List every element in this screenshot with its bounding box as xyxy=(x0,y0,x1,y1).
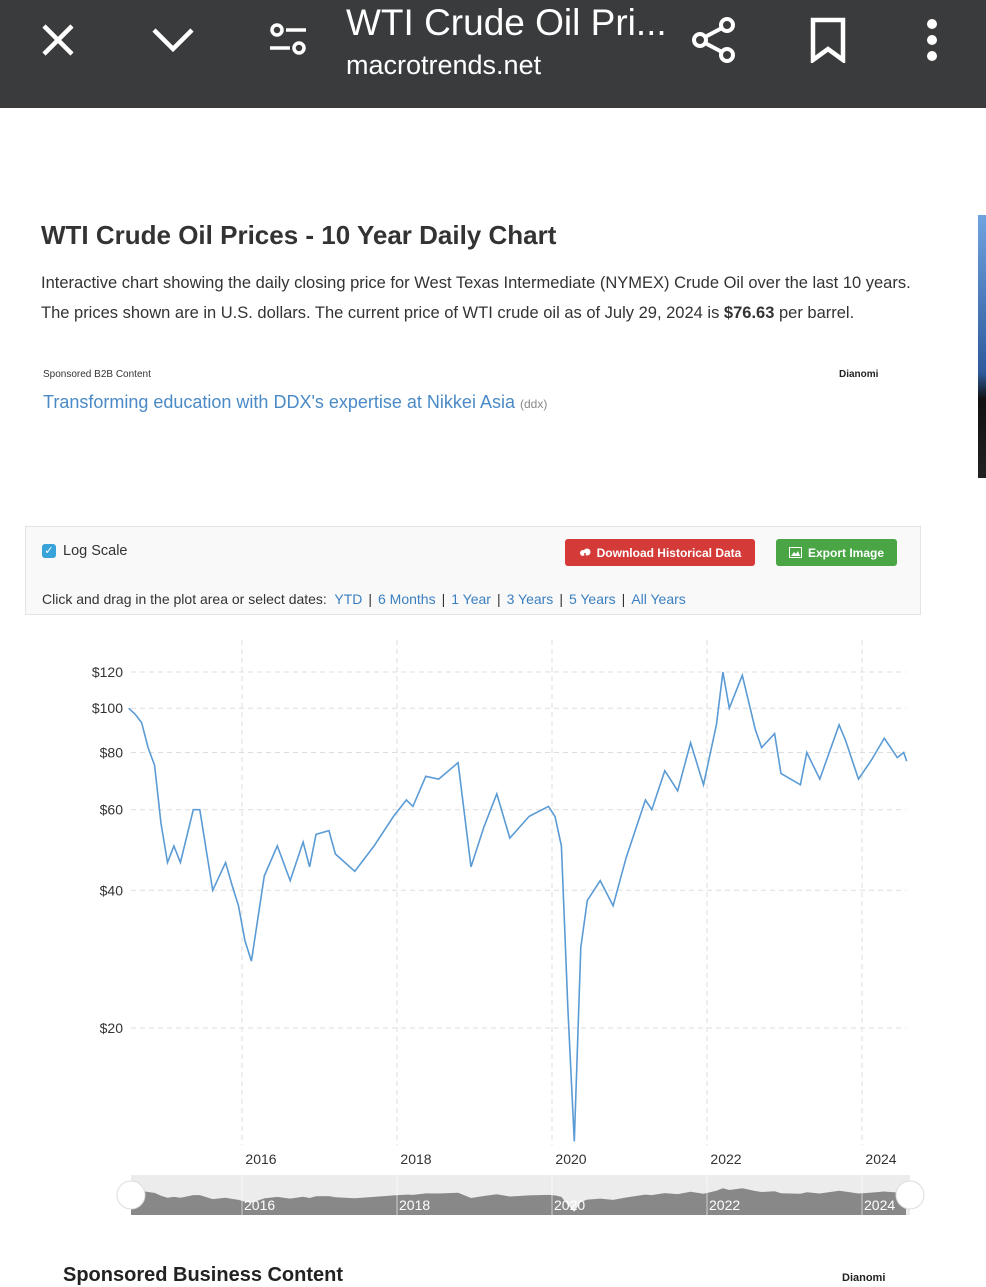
x-tick-label: 2020 xyxy=(555,1151,586,1167)
ad-text: Transforming education with DDX's expert… xyxy=(43,392,515,412)
browser-toolbar: WTI Crude Oil Pri... macrotrends.net xyxy=(0,0,986,108)
sponsored-label: Sponsored B2B Content xyxy=(43,369,151,380)
download-label: Download Historical Data xyxy=(596,545,742,560)
desc-line2-end: per barrel. xyxy=(774,304,855,322)
navigator-label: 2020 xyxy=(554,1197,585,1213)
navigator-label: 2022 xyxy=(709,1197,740,1213)
page-title: WTI Crude Oil Pri... xyxy=(346,2,667,43)
bookmark-icon[interactable] xyxy=(800,14,856,66)
price-line xyxy=(128,671,908,1142)
page-url[interactable]: macrotrends.net xyxy=(346,50,542,80)
navigator[interactable]: 2016 2018 2020 2022 2024 xyxy=(116,1175,925,1215)
settings-sliders-icon[interactable] xyxy=(260,14,316,66)
range-ytd[interactable]: YTD xyxy=(334,591,363,607)
current-price: $76.63 xyxy=(723,304,775,322)
ad-source: (ddx) xyxy=(519,397,548,411)
image-icon xyxy=(788,547,802,558)
range-6-months[interactable]: 6 Months xyxy=(378,591,436,607)
chart-controls: ✓ Log Scale Download Historical Data Exp… xyxy=(25,526,921,615)
desc-line2: The prices shown are in U.S. dollars. Th… xyxy=(41,304,724,322)
y-tick-label: $20 xyxy=(100,1020,124,1036)
range-prompt: Click and drag in the plot area or selec… xyxy=(42,591,327,607)
x-tick-label: 2024 xyxy=(865,1151,896,1167)
navigator-left-handle[interactable] xyxy=(116,1180,146,1210)
x-tick-label: 2018 xyxy=(400,1151,431,1167)
export-label: Export Image xyxy=(807,545,885,560)
desc-line1: Interactive chart showing the daily clos… xyxy=(41,274,911,292)
sponsored-business-heading: Sponsored Business Content xyxy=(63,1264,344,1286)
y-tick-label: $120 xyxy=(92,664,123,680)
sponsored-link[interactable]: Transforming education with DDX's expert… xyxy=(43,392,547,413)
navigator-label: 2016 xyxy=(244,1197,275,1213)
chevron-down-icon[interactable] xyxy=(145,14,201,66)
sponsor-logo-bottom[interactable]: Dianomi xyxy=(842,1272,886,1284)
chart-heading: WTI Crude Oil Prices - 10 Year Daily Cha… xyxy=(41,220,557,250)
log-scale-label[interactable]: Log Scale xyxy=(63,543,128,559)
share-icon[interactable] xyxy=(686,14,742,66)
sidebar-ad-image[interactable] xyxy=(978,215,986,478)
range-3-years[interactable]: 3 Years xyxy=(506,591,554,607)
y-tick-label: $60 xyxy=(100,802,124,818)
y-tick-label: $40 xyxy=(100,882,124,898)
more-vert-icon[interactable] xyxy=(904,14,960,66)
y-tick-label: $80 xyxy=(100,745,124,761)
date-range-selector: Click and drag in the plot area or selec… xyxy=(42,591,686,607)
range-all-years[interactable]: All Years xyxy=(631,591,686,607)
y-tick-label: $100 xyxy=(92,700,123,716)
x-tick-label: 2016 xyxy=(245,1151,276,1167)
price-chart[interactable]: $20 $40 $60 $80 $100 $120 2016 2018 2020 2022 2024… xyxy=(0,620,986,1230)
range-1-year[interactable]: 1 Year xyxy=(451,591,491,607)
navigator-label: 2018 xyxy=(399,1197,430,1213)
range-5-years[interactable]: 5 Years xyxy=(568,591,616,607)
download-historical-data-button[interactable]: Download Historical Data xyxy=(565,539,755,566)
chart-description: Interactive chart showing the daily clos… xyxy=(41,268,941,328)
close-icon[interactable] xyxy=(30,14,86,66)
navigator-label: 2024 xyxy=(864,1197,895,1213)
navigator-area xyxy=(131,1188,906,1215)
x-tick-label: 2022 xyxy=(710,1151,741,1167)
log-scale-checkbox[interactable]: ✓ xyxy=(42,544,56,558)
sponsor-logo[interactable]: Dianomi xyxy=(839,369,879,380)
navigator-right-handle[interactable] xyxy=(895,1180,925,1210)
cloud-download-icon xyxy=(579,548,591,559)
export-image-button[interactable]: Export Image xyxy=(776,539,897,566)
